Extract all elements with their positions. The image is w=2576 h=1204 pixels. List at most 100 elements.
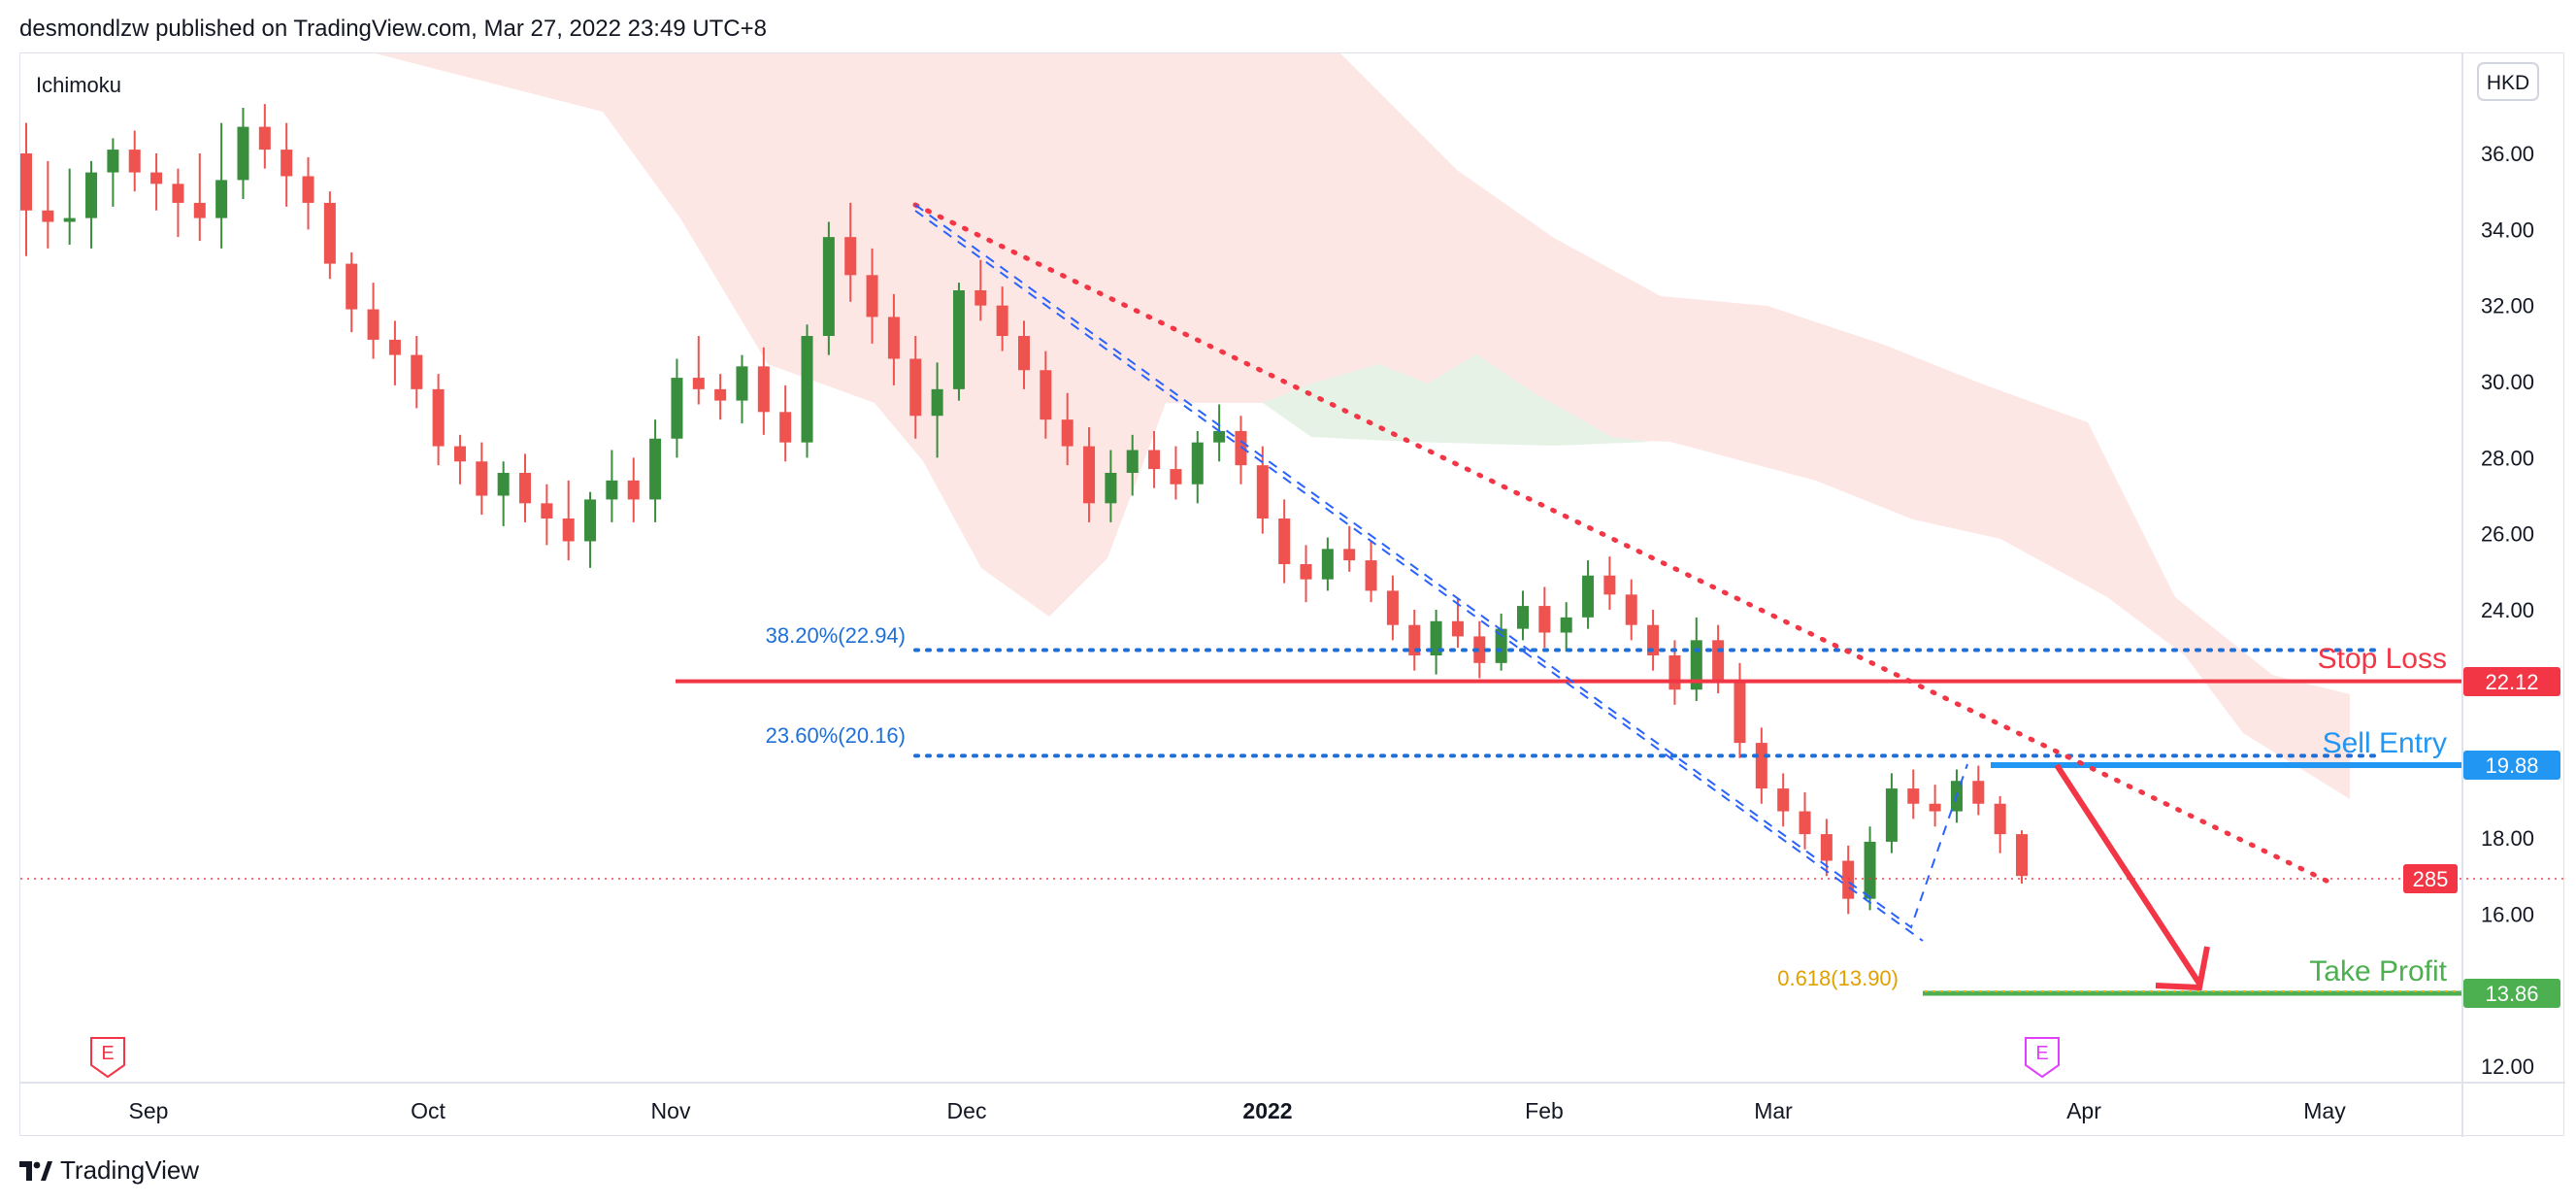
candle-body — [346, 263, 358, 310]
candle — [1061, 392, 1073, 466]
candle-body — [1473, 636, 1486, 663]
candle — [281, 122, 293, 207]
candle-body — [1603, 575, 1616, 595]
price-tag-text: 285 — [2413, 867, 2449, 891]
candle — [952, 283, 965, 401]
y-tick-label: 32.00 — [2481, 294, 2534, 318]
candle-body — [1300, 564, 1312, 580]
candle — [63, 168, 76, 245]
candle-body — [1538, 606, 1551, 633]
candle-body — [1734, 682, 1746, 744]
candle-body — [1972, 781, 1985, 804]
candle-body — [1668, 655, 1681, 690]
footer-brand: TradingView — [60, 1155, 200, 1185]
candle-body — [1582, 575, 1595, 618]
candle — [1734, 662, 1746, 758]
x-tick-label: Sep — [129, 1098, 169, 1123]
y-tick-label: 16.00 — [2481, 902, 2534, 926]
price-tag-text: 13.86 — [2485, 982, 2538, 1006]
candle-body — [281, 150, 293, 177]
candle-body — [388, 339, 401, 355]
candle-body — [1408, 624, 1421, 655]
candle — [1278, 499, 1291, 584]
candle — [411, 336, 423, 409]
candle-body — [844, 237, 857, 276]
price-tag-bg — [2403, 864, 2458, 893]
candle — [1386, 575, 1399, 641]
earnings-marker[interactable]: E — [90, 1037, 125, 1079]
candle-body — [1517, 606, 1529, 629]
candle-body — [671, 378, 683, 439]
candle-body — [1451, 620, 1464, 637]
candle-body — [1191, 442, 1204, 485]
projection-arrow — [2054, 763, 2202, 986]
candlestick-chart[interactable]: 38.20%(22.94) 23.60%(20.16) 0.618(13.90) St… — [20, 53, 2565, 1137]
candle-body — [1755, 743, 1767, 789]
candle-body — [649, 438, 662, 500]
chart-frame[interactable]: 38.20%(22.94) 23.60%(20.16) 0.618(13.90) St… — [19, 52, 2565, 1137]
candle-body — [1690, 640, 1702, 690]
candle — [1582, 560, 1595, 629]
candle-body — [801, 336, 813, 443]
candle-body — [1820, 834, 1833, 861]
candle — [822, 221, 835, 355]
candle — [1929, 785, 1941, 827]
candle — [432, 374, 445, 466]
candle — [1799, 792, 1811, 850]
candle-body — [1278, 518, 1291, 564]
candle-body — [519, 473, 531, 504]
candle — [1560, 602, 1572, 652]
candle — [1256, 446, 1269, 534]
candle-body — [627, 480, 640, 500]
candle-body — [476, 461, 488, 496]
earnings-badge-icon — [90, 1037, 125, 1079]
candle — [584, 491, 597, 568]
candle — [172, 168, 184, 238]
candle — [996, 286, 1008, 351]
candle — [671, 358, 683, 458]
earnings-marker[interactable]: E — [2025, 1037, 2060, 1079]
candle — [1625, 579, 1637, 641]
candle-body — [1560, 617, 1572, 633]
candle-body — [215, 180, 228, 218]
y-tick-label: 30.00 — [2481, 370, 2534, 394]
x-tick-label: 2022 — [1242, 1098, 1292, 1123]
candle-body — [562, 518, 575, 542]
candle-body — [1256, 465, 1269, 518]
earnings-label: E — [101, 1043, 114, 1064]
candle — [1538, 586, 1551, 649]
price-tag-bg — [2463, 667, 2560, 696]
candle — [1083, 427, 1096, 522]
candle — [1972, 765, 1985, 816]
candle-body — [85, 172, 98, 218]
candle — [128, 130, 141, 192]
candle — [974, 259, 987, 321]
candle — [1647, 610, 1660, 671]
candle — [258, 104, 271, 169]
currency-badge[interactable]: HKD — [2477, 62, 2539, 101]
candle — [779, 385, 792, 462]
candle — [20, 122, 32, 256]
footer-logo[interactable]: TradingView — [19, 1155, 199, 1186]
candle-body — [172, 184, 184, 203]
x-tick-label: Oct — [411, 1098, 446, 1123]
y-tick-label: 28.00 — [2481, 446, 2534, 470]
candle — [801, 324, 813, 458]
candle — [107, 138, 119, 207]
candle — [1105, 450, 1117, 522]
candle-body — [1885, 788, 1898, 842]
fib-236-label: 23.60%(20.16) — [766, 723, 906, 748]
candle — [909, 336, 922, 439]
candle-body — [1213, 430, 1226, 443]
candle — [714, 374, 727, 420]
candle-body — [411, 354, 423, 389]
candle — [519, 453, 531, 522]
candle-body — [497, 473, 510, 496]
price-tag-text: 22.12 — [2485, 670, 2538, 694]
candle-body — [193, 202, 206, 218]
candle-body — [107, 150, 119, 173]
earnings-label: E — [2035, 1043, 2048, 1064]
candle-body — [1842, 860, 1855, 899]
ichimoku-cloud — [375, 53, 2350, 799]
candle — [1126, 434, 1139, 496]
